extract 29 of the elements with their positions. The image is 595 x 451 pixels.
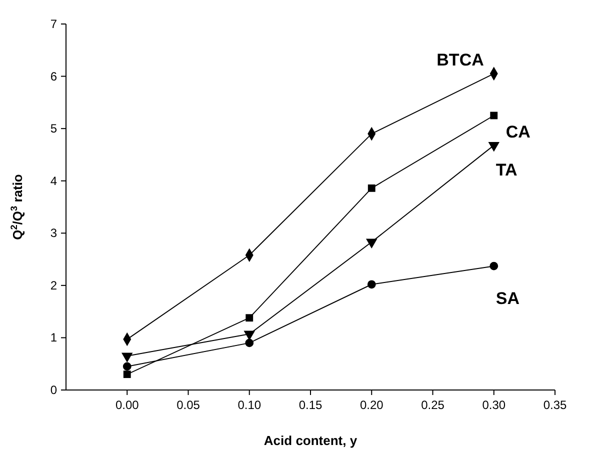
- series-label: CA: [506, 122, 530, 142]
- y-tick-label: 7: [50, 17, 58, 31]
- series-label: TA: [496, 160, 518, 180]
- y-tick-label: 6: [50, 69, 58, 84]
- x-tick-label: 0.00: [115, 398, 140, 412]
- y-tick-label: 1: [50, 330, 58, 345]
- point: [123, 370, 131, 378]
- y-tick-label: 5: [50, 122, 58, 136]
- y-tick-label: 0: [50, 383, 58, 397]
- point: [245, 338, 254, 348]
- point: [490, 262, 498, 270]
- x-tick-label: 0.30: [482, 398, 506, 412]
- y-tick-label: 3: [50, 226, 58, 240]
- x-tick-label: 0.10: [238, 398, 262, 412]
- series-label: BTCA: [436, 50, 484, 70]
- point: [122, 362, 132, 371]
- y-tick-label: 4: [50, 174, 58, 188]
- x-tick-label: 0.35: [543, 398, 567, 412]
- x-tick-label: 0.20: [360, 398, 384, 412]
- x-tick-label: 0.25: [421, 398, 445, 412]
- point: [246, 314, 254, 322]
- y-tick-label: 2: [50, 278, 58, 292]
- series-label: SA: [496, 289, 520, 308]
- point: [490, 112, 498, 120]
- point: [368, 184, 376, 192]
- point: [367, 280, 376, 289]
- x-tick-label: 0.15: [298, 398, 322, 412]
- x-axis-title: Acid content, y: [264, 433, 358, 448]
- x-tick-label: 0.05: [176, 398, 200, 412]
